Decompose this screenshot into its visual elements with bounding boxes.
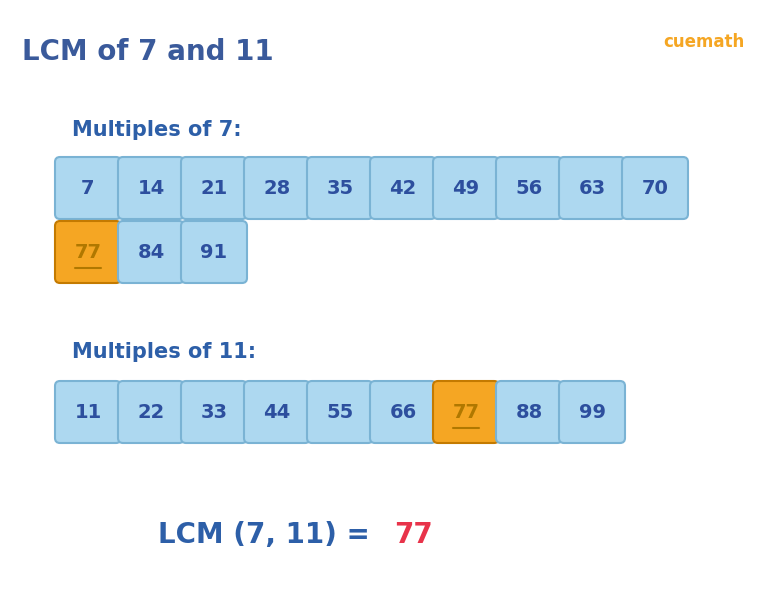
Text: 44: 44 <box>263 403 290 421</box>
FancyBboxPatch shape <box>307 157 373 219</box>
Text: 42: 42 <box>389 179 416 197</box>
Text: 33: 33 <box>200 403 227 421</box>
FancyBboxPatch shape <box>118 157 184 219</box>
FancyBboxPatch shape <box>370 381 436 443</box>
Text: 11: 11 <box>74 403 101 421</box>
FancyBboxPatch shape <box>55 157 121 219</box>
Text: 77: 77 <box>394 521 432 549</box>
Text: 99: 99 <box>578 403 605 421</box>
Text: 22: 22 <box>137 403 164 421</box>
Text: 21: 21 <box>200 179 227 197</box>
FancyBboxPatch shape <box>307 381 373 443</box>
Text: 88: 88 <box>515 403 543 421</box>
Text: 56: 56 <box>515 179 543 197</box>
FancyBboxPatch shape <box>118 221 184 283</box>
FancyBboxPatch shape <box>244 381 310 443</box>
FancyBboxPatch shape <box>496 381 562 443</box>
Text: 70: 70 <box>641 179 668 197</box>
Text: 66: 66 <box>389 403 416 421</box>
FancyBboxPatch shape <box>118 381 184 443</box>
FancyBboxPatch shape <box>181 381 247 443</box>
Text: Multiples of 7:: Multiples of 7: <box>72 120 242 140</box>
Text: LCM (7, 11) =: LCM (7, 11) = <box>157 521 379 549</box>
Text: 77: 77 <box>74 242 101 262</box>
Text: 35: 35 <box>326 179 353 197</box>
Text: 28: 28 <box>263 179 290 197</box>
FancyBboxPatch shape <box>433 381 499 443</box>
FancyBboxPatch shape <box>622 157 688 219</box>
Text: 55: 55 <box>326 403 353 421</box>
Text: 14: 14 <box>137 179 164 197</box>
FancyBboxPatch shape <box>181 221 247 283</box>
FancyBboxPatch shape <box>433 157 499 219</box>
Text: 84: 84 <box>137 242 164 262</box>
Text: 7: 7 <box>81 179 94 197</box>
FancyBboxPatch shape <box>496 157 562 219</box>
FancyBboxPatch shape <box>559 381 625 443</box>
FancyBboxPatch shape <box>244 157 310 219</box>
Text: 49: 49 <box>452 179 479 197</box>
Text: 77: 77 <box>452 403 479 421</box>
Text: cuemath: cuemath <box>664 33 745 51</box>
Text: Multiples of 11:: Multiples of 11: <box>72 342 256 362</box>
FancyBboxPatch shape <box>55 381 121 443</box>
FancyBboxPatch shape <box>181 157 247 219</box>
FancyBboxPatch shape <box>559 157 625 219</box>
FancyBboxPatch shape <box>370 157 436 219</box>
Text: 63: 63 <box>578 179 605 197</box>
Text: LCM of 7 and 11: LCM of 7 and 11 <box>22 38 273 66</box>
Text: 91: 91 <box>200 242 227 262</box>
FancyBboxPatch shape <box>55 221 121 283</box>
